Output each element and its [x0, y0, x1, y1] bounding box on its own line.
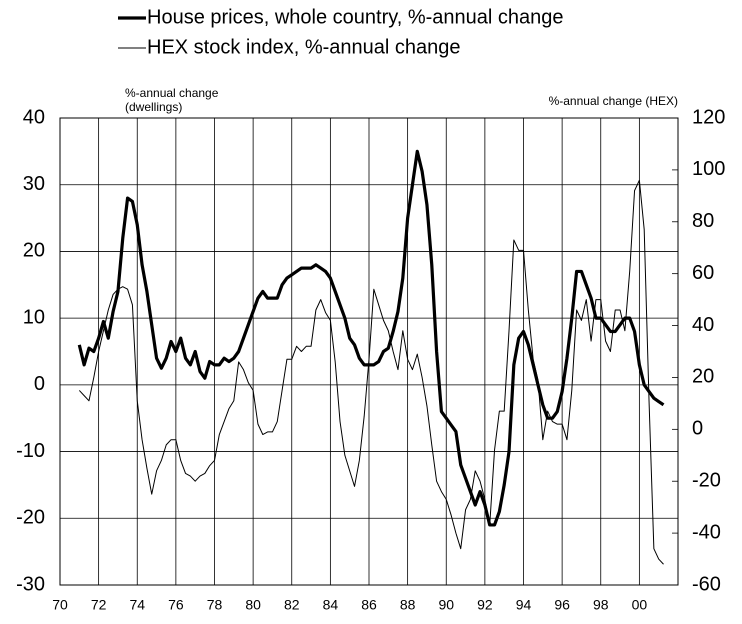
series-line — [77, 149, 665, 527]
y2-tick-label: 20 — [692, 366, 714, 388]
x-tick-label: 70 — [52, 597, 68, 613]
x-tick-label: 86 — [361, 597, 377, 613]
y2-tick-label: -40 — [692, 521, 721, 543]
x-tick-label: 90 — [438, 597, 454, 613]
y2-axis-label: %-annual change (HEX) — [549, 94, 678, 108]
x-tick-label: 98 — [593, 597, 609, 613]
x-tick-label: 72 — [91, 597, 107, 613]
x-tick-label: 78 — [207, 597, 223, 613]
x-tick-label: 00 — [632, 597, 648, 613]
y-tick-label: 10 — [23, 306, 45, 328]
x-tick-label: 94 — [516, 597, 532, 613]
legend-label: HEX stock index, %-annual change — [147, 36, 461, 58]
y-tick-label: 40 — [23, 106, 45, 128]
y-tick-label: 0 — [34, 373, 45, 395]
x-tick-label: 82 — [284, 597, 300, 613]
y-tick-label: 30 — [23, 173, 45, 195]
x-tick-label: 96 — [554, 597, 570, 613]
x-tick-label: 76 — [168, 597, 184, 613]
y-axis-label: (dwellings) — [125, 100, 182, 114]
y-tick-label: -10 — [16, 440, 45, 462]
x-tick-label: 88 — [400, 597, 416, 613]
x-tick-label: 80 — [245, 597, 261, 613]
y2-tick-label: 80 — [692, 210, 714, 232]
y2-tick-label: 60 — [692, 262, 714, 284]
y-axis-label: %-annual change — [125, 86, 219, 100]
y2-tick-label: 120 — [692, 106, 725, 128]
x-tick-label: 92 — [477, 597, 493, 613]
y2-tick-label: 40 — [692, 314, 714, 336]
y2-tick-label: -20 — [692, 470, 721, 492]
y-tick-label: -30 — [16, 573, 45, 595]
y2-tick-label: 100 — [692, 158, 725, 180]
y2-tick-label: -60 — [692, 573, 721, 595]
y-tick-label: 20 — [23, 240, 45, 262]
x-tick-label: 74 — [129, 597, 145, 613]
y-tick-label: -20 — [16, 507, 45, 529]
x-tick-label: 84 — [323, 597, 339, 613]
series-line — [78, 179, 664, 565]
y2-tick-label: 0 — [692, 418, 703, 440]
legend-label: House prices, whole country, %-annual ch… — [147, 6, 564, 28]
